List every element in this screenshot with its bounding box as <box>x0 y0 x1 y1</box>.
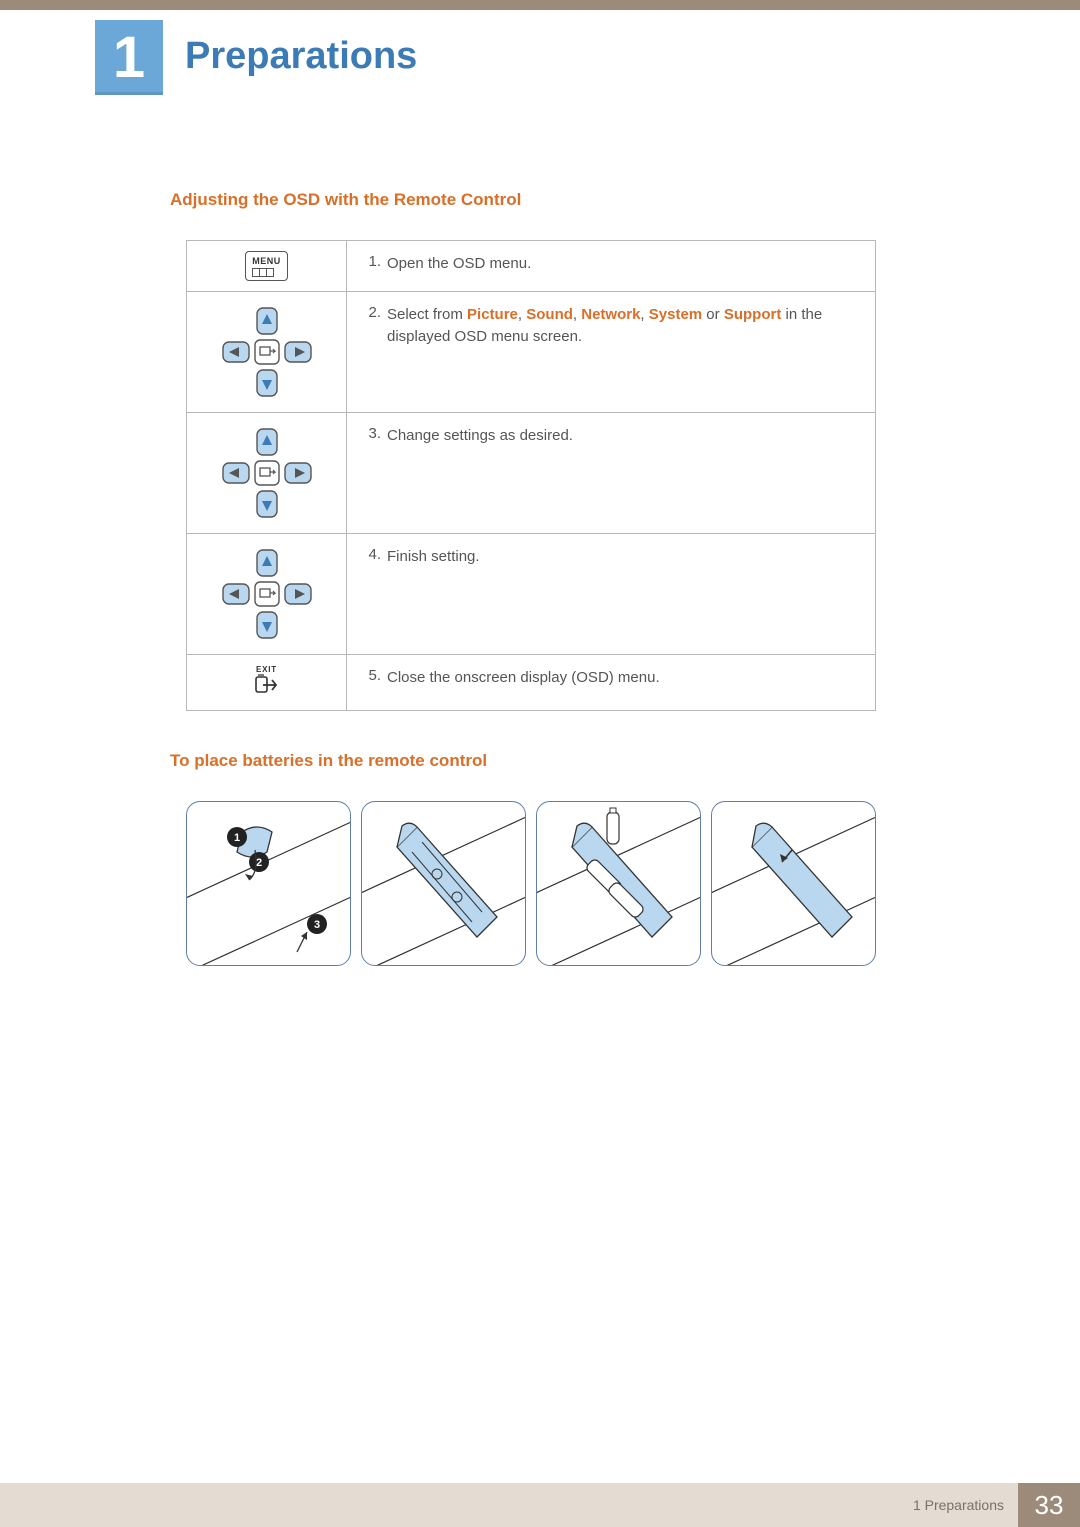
step-number: 2. <box>361 304 387 348</box>
step-number: 1. <box>361 253 387 275</box>
footer-chapter-label: 1 Preparations <box>899 1483 1018 1527</box>
dpad-icon <box>217 423 317 523</box>
battery-panel-2 <box>361 801 526 966</box>
desc-cell: 5. Close the onscreen display (OSD) menu… <box>347 655 876 711</box>
top-accent-bar <box>0 0 1080 10</box>
icon-cell-dpad <box>187 534 347 655</box>
battery-step1-icon: 1 2 3 <box>187 802 351 966</box>
step-number: 4. <box>361 546 387 568</box>
footer-bar <box>0 1483 899 1527</box>
exit-label: EXIT <box>254 665 280 674</box>
step-text: Select from Picture, Sound, Network, Sys… <box>387 304 861 348</box>
table-row: MENU 1. Open the OSD menu. <box>187 241 876 292</box>
battery-illustration-row: 1 2 3 <box>186 801 910 966</box>
battery-step2-icon <box>362 802 526 966</box>
icon-cell-menu: MENU <box>187 241 347 292</box>
footer-page-number: 33 <box>1018 1483 1080 1527</box>
battery-panel-3 <box>536 801 701 966</box>
table-row: 2. Select from Picture, Sound, Network, … <box>187 292 876 413</box>
table-row: EXIT 5. Close the onscreen display (OSD)… <box>187 655 876 711</box>
svg-text:2: 2 <box>256 857 262 869</box>
desc-cell: 3. Change settings as desired. <box>347 413 876 534</box>
dpad-icon <box>217 544 317 644</box>
step-text: Open the OSD menu. <box>387 253 861 275</box>
step-text: Change settings as desired. <box>387 425 861 447</box>
table-row: 4. Finish setting. <box>187 534 876 655</box>
battery-step3-icon <box>537 802 701 966</box>
battery-panel-1: 1 2 3 <box>186 801 351 966</box>
osd-steps-table: MENU 1. Open the OSD menu. <box>186 240 876 711</box>
page-footer: 1 Preparations 33 <box>0 1483 1080 1527</box>
battery-panel-4 <box>711 801 876 966</box>
page-content: Adjusting the OSD with the Remote Contro… <box>170 190 910 966</box>
step-number: 3. <box>361 425 387 447</box>
battery-step4-icon <box>712 802 876 966</box>
desc-cell: 1. Open the OSD menu. <box>347 241 876 292</box>
step-text: Close the onscreen display (OSD) menu. <box>387 667 861 689</box>
chapter-title: Preparations <box>185 35 417 78</box>
menu-button-icon: MENU <box>245 251 288 281</box>
desc-cell: 2. Select from Picture, Sound, Network, … <box>347 292 876 413</box>
menu-label: MENU <box>252 256 281 266</box>
step-number: 5. <box>361 667 387 689</box>
step-text: Finish setting. <box>387 546 861 568</box>
icon-cell-dpad <box>187 413 347 534</box>
section-heading-batteries: To place batteries in the remote control <box>170 751 910 771</box>
section-heading-osd: Adjusting the OSD with the Remote Contro… <box>170 190 910 210</box>
chapter-number-tab: 1 <box>95 20 163 95</box>
icon-cell-dpad <box>187 292 347 413</box>
svg-text:1: 1 <box>234 832 240 844</box>
dpad-icon <box>217 302 317 402</box>
svg-text:3: 3 <box>314 919 320 931</box>
menu-bars-icon <box>252 268 274 277</box>
desc-cell: 4. Finish setting. <box>347 534 876 655</box>
exit-arrow-icon <box>254 674 280 696</box>
exit-button-icon: EXIT <box>254 665 280 700</box>
icon-cell-exit: EXIT <box>187 655 347 711</box>
table-row: 3. Change settings as desired. <box>187 413 876 534</box>
